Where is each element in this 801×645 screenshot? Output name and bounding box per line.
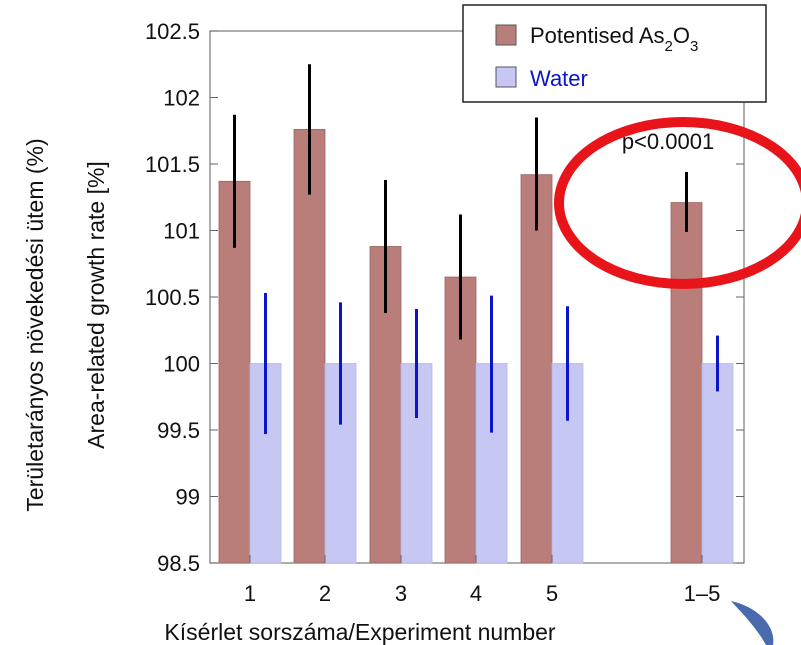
p-value-annotation: p<0.0001 [622, 129, 714, 154]
highlight-circle [554, 117, 801, 289]
y-tick-label-8: 102.5 [145, 19, 200, 44]
legend-label-water: Water [530, 66, 588, 91]
x-axis-ticks: 1 2 3 4 5 1–5 [244, 555, 720, 606]
y-tick-label-6: 101.5 [145, 152, 200, 177]
legend: Potentised As2O3 Water [462, 4, 767, 103]
x-tick-label-0: 1 [244, 581, 256, 606]
x-tick-label-3: 4 [470, 581, 482, 606]
x-tick-label-4: 5 [546, 581, 558, 606]
y-tick-label-5: 101 [163, 219, 200, 244]
bar-series1-5 [701, 363, 734, 564]
y-tick-label-0: 98.5 [157, 551, 200, 576]
x-tick-label-1: 2 [319, 581, 331, 606]
legend-label-potentised-mid: O [673, 23, 690, 48]
legend-swatch-potentised [495, 24, 517, 46]
bars-group [218, 64, 734, 564]
y-tick-label-2: 99.5 [157, 418, 200, 443]
legend-label-potentised-prefix: Potentised As [530, 23, 665, 48]
y-tick-label-4: 100.5 [145, 285, 200, 310]
y-axis-title-english: Area-related growth rate [%] [83, 161, 109, 449]
y-tick-label-3: 100 [163, 352, 200, 377]
x-axis-title: Kísérlet sorszáma/Experiment number [164, 619, 555, 645]
y-axis-ticks: 98.5 99 99.5 100 100.5 101 101.5 102 102.5 [145, 19, 744, 576]
bar-series0-4 [520, 174, 553, 564]
legend-swatch-water [495, 66, 517, 88]
bar-series0-5 [670, 202, 703, 564]
y-tick-label-7: 102 [163, 86, 200, 111]
x-tick-label-5: 1–5 [684, 581, 721, 606]
legend-label-potentised-sub2: 3 [690, 38, 698, 55]
bar-series0-1 [293, 129, 326, 564]
y-tick-label-1: 99 [176, 485, 200, 510]
corner-decoration-shape [731, 601, 774, 645]
legend-label-potentised-sub1: 2 [665, 38, 673, 55]
y-axis-title-hungarian: Területarányos növekedési ütem (%) [22, 138, 48, 511]
legend-label-potentised: Potentised As2O3 [530, 23, 698, 55]
x-tick-label-2: 3 [395, 581, 407, 606]
